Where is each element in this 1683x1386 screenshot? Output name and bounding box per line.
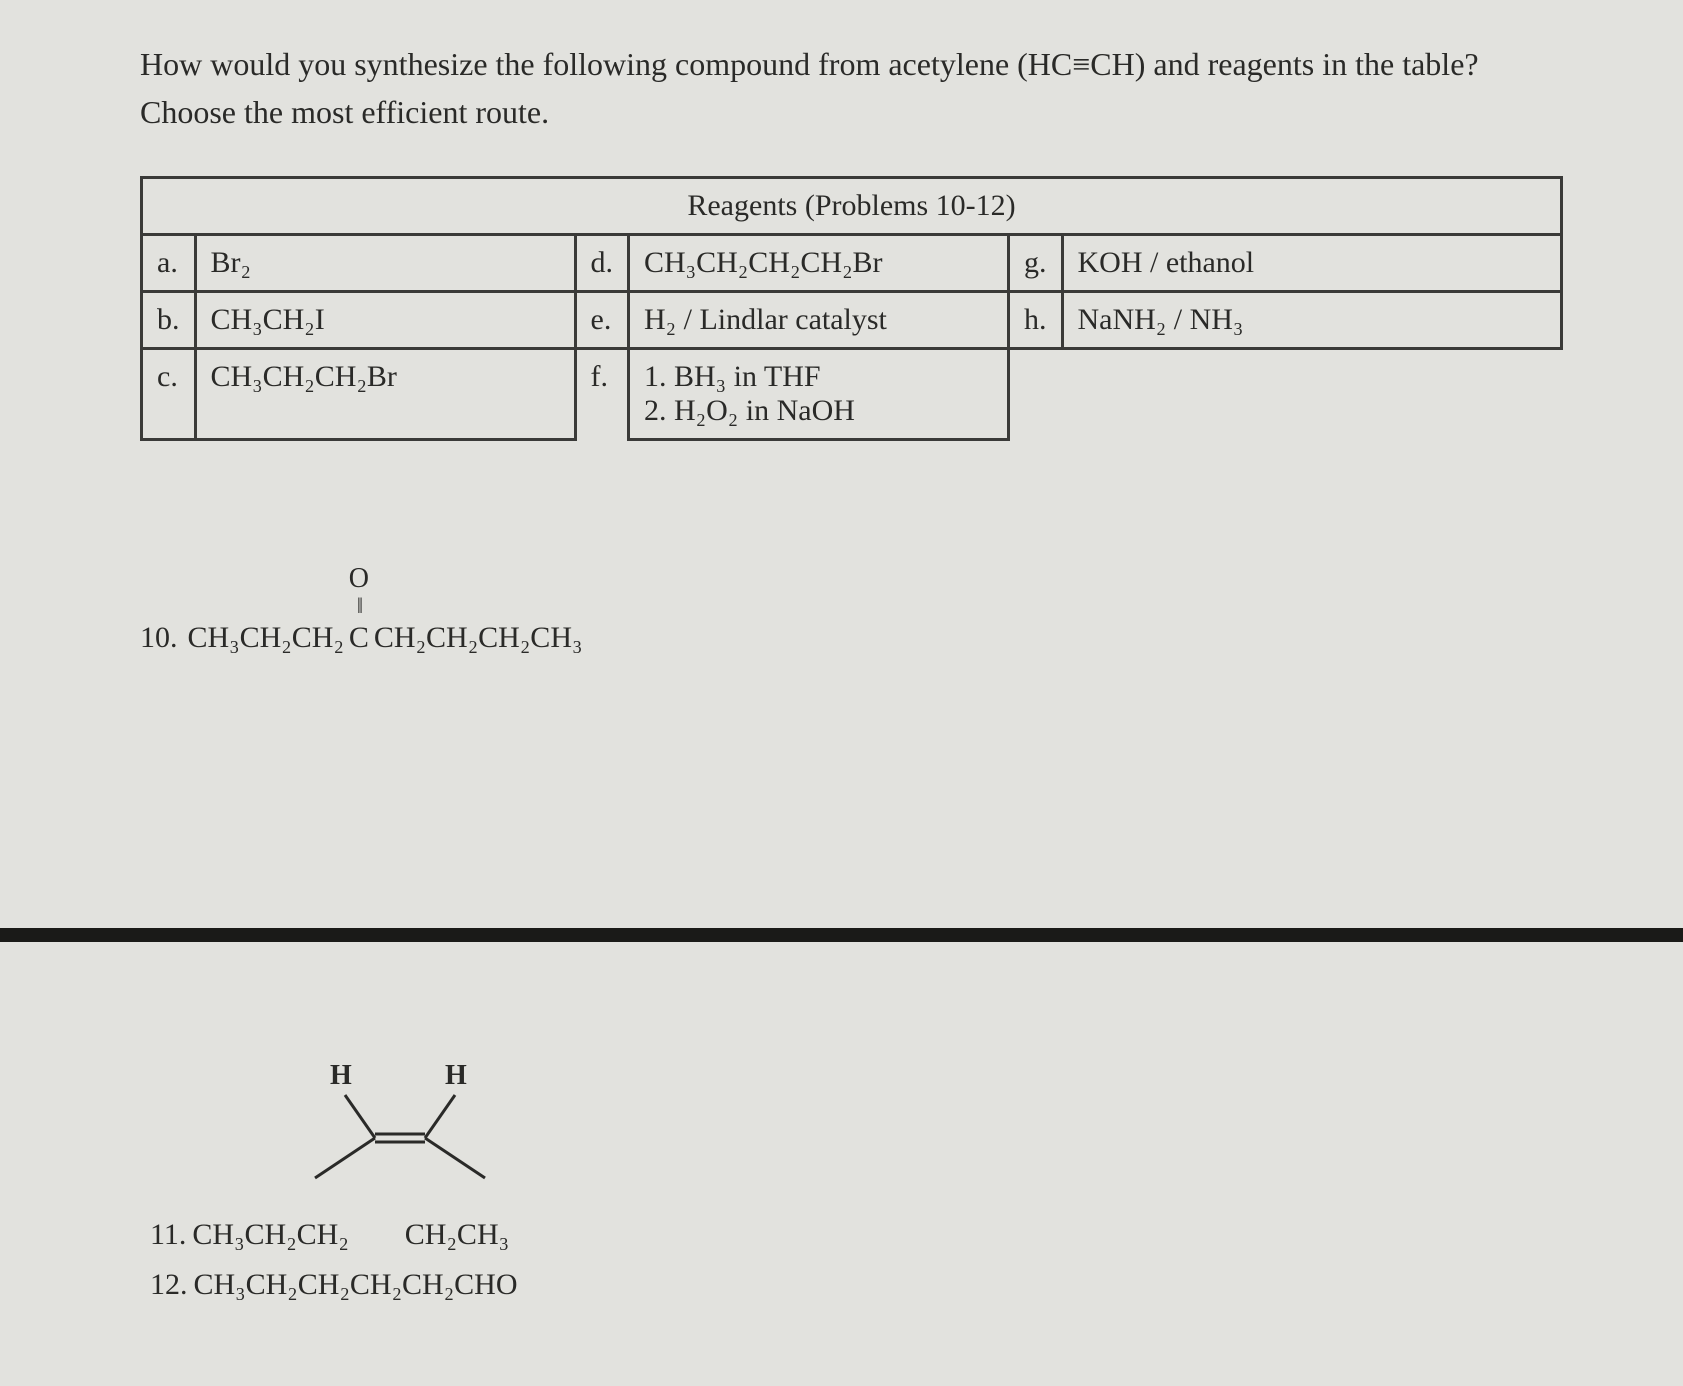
page: How would you synthesize the following c… bbox=[0, 0, 1683, 1386]
alkene-structure: H H bbox=[220, 1060, 600, 1210]
cell-text: Br₂ bbox=[195, 235, 575, 292]
alkene-bonds-icon bbox=[280, 1090, 530, 1180]
formula-left: CH₃CH₂CH₂ bbox=[188, 621, 344, 654]
problems-11-12: H H 11. CH₃CH₂CH₂ CH₂CH₃ 12. CH₃CH₂CH₂CH… bbox=[150, 1060, 600, 1302]
table-row: c. CH₃CH₂CH₂Br f. 1. BH₃ in THF 2. H₂O₂ … bbox=[142, 349, 1562, 440]
problem-10-formula: CH₃CH₂CH₂OǁCCH₂CH₂CH₂CH₃ bbox=[188, 621, 583, 655]
problem-10: 10. CH₃CH₂CH₂OǁCCH₂CH₂CH₂CH₃ bbox=[140, 621, 1563, 655]
cell-label: e. bbox=[575, 292, 629, 349]
cell-text: 1. BH₃ in THF 2. H₂O₂ in NaOH bbox=[629, 349, 1009, 440]
problem-number: 11. bbox=[150, 1218, 186, 1252]
table-title: Reagents (Problems 10-12) bbox=[142, 178, 1562, 235]
cell-label: h. bbox=[1009, 292, 1063, 349]
cell-text: KOH / ethanol bbox=[1062, 235, 1562, 292]
empty-cell bbox=[1062, 349, 1562, 440]
reagents-table: Reagents (Problems 10-12) a. Br₂ d. CH₃C… bbox=[140, 176, 1563, 441]
table-row: a. Br₂ d. CH₃CH₂CH₂CH₂Br g. KOH / ethano… bbox=[142, 235, 1562, 292]
empty-cell bbox=[1009, 349, 1063, 440]
alkene-h1: H bbox=[330, 1060, 352, 1092]
carbonyl-bond: ǁ bbox=[357, 593, 361, 619]
cell-label: c. bbox=[142, 349, 196, 440]
table-row: b. CH₃CH₂I e. H₂ / Lindlar catalyst h. N… bbox=[142, 292, 1562, 349]
question-text: How would you synthesize the following c… bbox=[140, 40, 1563, 136]
formula-left: CH₃CH₂CH₂ bbox=[192, 1218, 348, 1252]
cell-label: g. bbox=[1009, 235, 1063, 292]
carbonyl-group: OǁC bbox=[344, 621, 374, 655]
problem-11: 11. CH₃CH₂CH₂ CH₂CH₃ bbox=[150, 1218, 600, 1252]
formula-right: CH₂CH₂CH₂CH₃ bbox=[374, 621, 583, 654]
carbonyl-o: O bbox=[349, 563, 369, 595]
cell-text: CH₃CH₂I bbox=[195, 292, 575, 349]
cell-text: NaNH₂ / NH₃ bbox=[1062, 292, 1562, 349]
cell-label: b. bbox=[142, 292, 196, 349]
cell-text: H₂ / Lindlar catalyst bbox=[629, 292, 1009, 349]
problem-number: 10. bbox=[140, 621, 178, 655]
f-line1: 1. BH₃ in THF bbox=[644, 360, 993, 394]
problem-12: 12. CH₃CH₂CH₂CH₂CH₂CHO bbox=[150, 1268, 600, 1302]
carbonyl-c: C bbox=[349, 621, 369, 654]
divider bbox=[0, 928, 1683, 942]
cell-label: a. bbox=[142, 235, 196, 292]
formula-text: CH₃CH₂CH₂CH₂CH₂CHO bbox=[194, 1268, 518, 1302]
formula-right: CH₂CH₃ bbox=[405, 1218, 509, 1252]
cell-label: d. bbox=[575, 235, 629, 292]
cell-label: f. bbox=[575, 349, 629, 440]
cell-text: CH₃CH₂CH₂Br bbox=[195, 349, 575, 440]
cell-text: CH₃CH₂CH₂CH₂Br bbox=[629, 235, 1009, 292]
problem-number: 12. bbox=[150, 1268, 188, 1302]
f-line2: 2. H₂O₂ in NaOH bbox=[644, 394, 993, 428]
alkene-h2: H bbox=[445, 1060, 467, 1092]
